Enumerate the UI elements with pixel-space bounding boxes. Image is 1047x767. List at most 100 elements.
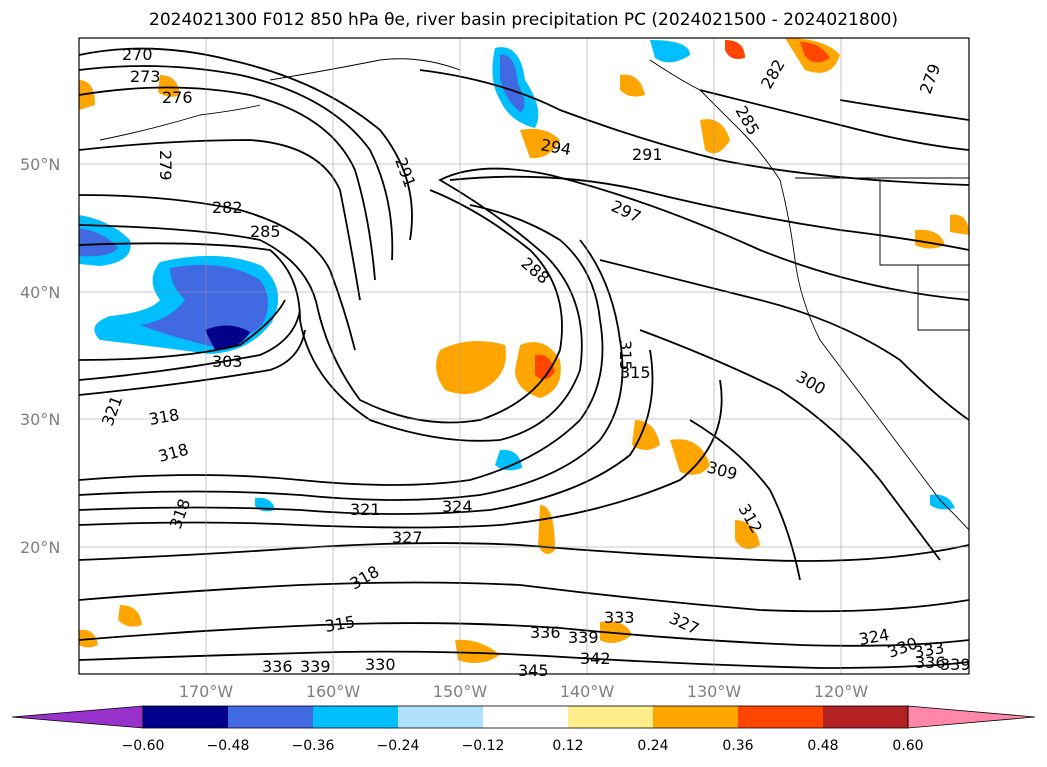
contour-label: 330 <box>365 655 396 674</box>
contour-label: 318 <box>166 496 194 531</box>
colorbar-tick-label: −0.24 <box>376 738 420 754</box>
precip-blob <box>915 229 945 249</box>
colorbar-tick-label: 0.48 <box>807 738 839 754</box>
lon-label: 130°W <box>686 682 742 701</box>
colorbar-extend-left <box>11 705 144 729</box>
contour-label: 315 <box>616 340 635 371</box>
precip-blob <box>436 341 506 394</box>
precip-blob <box>670 439 710 475</box>
contour-label: 315 <box>620 363 651 382</box>
contour-line <box>689 419 801 581</box>
contour-line <box>79 379 723 529</box>
map-frame <box>78 37 970 675</box>
contour-line <box>79 167 969 442</box>
colorbar <box>11 705 1036 729</box>
contour-line <box>699 89 969 151</box>
contour-line <box>79 189 563 424</box>
lon-label: 120°W <box>813 682 869 701</box>
colorbar-segment <box>143 706 228 728</box>
lat-label: 40°N <box>20 283 61 302</box>
contour-line <box>79 65 394 261</box>
precip-blob <box>520 128 560 159</box>
contour-line <box>449 175 969 251</box>
colorbar-segment <box>823 706 908 728</box>
colorbar-tick-label: −0.48 <box>206 738 250 754</box>
contour-line <box>79 349 654 515</box>
colorbar-tick-label: 0.60 <box>892 738 924 754</box>
colorbar-segment <box>738 706 823 728</box>
contour-label: 318 <box>347 562 383 594</box>
contour-line <box>639 329 941 561</box>
precip-blob <box>79 228 118 257</box>
colorbar-frame <box>142 705 909 729</box>
contour-line <box>79 650 969 669</box>
colorbar-extend-right <box>907 705 1036 729</box>
contour-label: 270 <box>122 45 153 64</box>
contour-line <box>79 194 356 351</box>
precip-blob <box>158 75 180 97</box>
contour-label: 273 <box>130 67 161 86</box>
gridlines <box>79 38 969 674</box>
precip-blob <box>800 42 830 63</box>
lon-label: 140°W <box>559 682 615 701</box>
precip-blob <box>118 605 142 627</box>
lat-label: 30°N <box>20 410 61 429</box>
colorbar-segment <box>653 706 738 728</box>
colorbar-tick-label: 0.36 <box>722 738 754 754</box>
precip-blob <box>600 621 632 644</box>
contour-label: 324 <box>442 497 473 516</box>
colorbar-segment <box>483 706 568 728</box>
contour-line <box>79 139 361 301</box>
contour-line <box>79 239 624 501</box>
colorbar-segment <box>313 706 398 728</box>
precip-blob <box>620 74 645 97</box>
precip-blob <box>735 520 760 549</box>
contour-line <box>79 581 969 613</box>
contour-line <box>79 47 413 241</box>
contour-line <box>79 542 969 562</box>
contour-label: 285 <box>250 222 281 241</box>
precip-blob <box>950 214 969 235</box>
colorbar-segment <box>398 706 483 728</box>
precip-blob <box>700 119 730 154</box>
precip-blob <box>79 80 95 110</box>
contour-line <box>599 259 969 421</box>
colorbar-segment <box>568 706 653 728</box>
contour-label: 336 <box>530 623 561 642</box>
contour-label: 342 <box>580 649 611 668</box>
contour-line <box>79 622 969 647</box>
precip-blob <box>205 325 250 350</box>
contour-label: 300 <box>793 367 829 399</box>
contour-label: 327 <box>392 528 423 547</box>
contour-label: 315 <box>323 612 356 636</box>
lon-label: 150°W <box>432 682 488 701</box>
contour-label: 318 <box>147 405 180 429</box>
contour-label: 339 <box>300 657 331 676</box>
contour-label: 282 <box>757 56 789 92</box>
lat-label: 20°N <box>20 538 61 557</box>
contour-line <box>79 329 306 396</box>
contour-label: 333 <box>604 608 635 627</box>
contour-label: 279 <box>916 61 944 96</box>
contour-label: 303 <box>212 352 243 371</box>
contour-label: 336 <box>262 657 293 676</box>
coastlines <box>99 58 969 531</box>
contour-line <box>79 204 604 486</box>
contour-label: 309 <box>705 458 739 484</box>
precip-shading <box>79 38 969 664</box>
contour-label: 321 <box>350 500 381 519</box>
contour-line <box>79 309 301 381</box>
precip-blob <box>650 40 690 63</box>
contour-label: 291 <box>632 145 663 164</box>
contour-line <box>79 86 376 281</box>
precip-blob <box>535 354 555 380</box>
contour-label: 282 <box>212 198 243 217</box>
contour-label: 336 <box>915 653 946 672</box>
colorbar-tick-label: −0.60 <box>121 738 165 754</box>
colorbar-tick-label: 0.12 <box>552 738 584 754</box>
precip-blob <box>455 639 500 664</box>
contour-label: 339 <box>940 655 971 674</box>
colorbar-tick-label: 0.24 <box>637 738 669 754</box>
precip-blob <box>140 264 269 346</box>
